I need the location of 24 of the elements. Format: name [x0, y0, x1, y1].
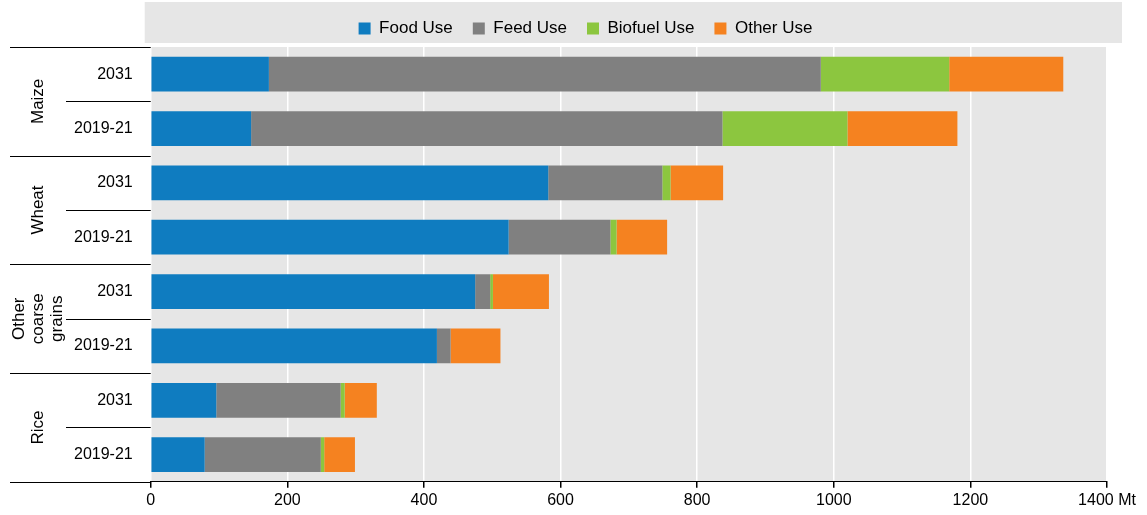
legend-label: Biofuel Use	[607, 18, 695, 38]
y-tick-label: 2031	[97, 281, 133, 299]
legend-label: Food Use	[379, 18, 453, 38]
text: Wheat	[27, 185, 47, 235]
text: Rice	[27, 410, 47, 445]
y-tick-label: 2031	[97, 390, 133, 408]
legend-label: Feed Use	[493, 18, 567, 38]
x-tick-label: 400	[410, 490, 438, 508]
x-tick-label: 1200	[952, 490, 989, 508]
y-tick-label: 2019-21	[74, 227, 133, 245]
y-tick-label: 2031	[97, 64, 133, 82]
y-tick-label: 2019-21	[74, 445, 133, 463]
y-tick-label: 2019-21	[74, 336, 133, 354]
y-tick-label: 2031	[97, 173, 133, 191]
text: Other coarse grains	[8, 293, 66, 345]
y-tick-label: 2019-21	[74, 118, 133, 136]
x-tick-label: 0	[146, 490, 156, 508]
x-tick-label: 1000	[815, 490, 852, 508]
x-tick-label: 1400 Mt	[1078, 490, 1137, 508]
x-tick-label: 200	[273, 490, 301, 508]
legend-label: Other Use	[734, 18, 813, 38]
text: Maize	[27, 78, 47, 125]
x-tick-label: 600	[547, 490, 574, 508]
x-tick-label: 800	[683, 490, 711, 508]
